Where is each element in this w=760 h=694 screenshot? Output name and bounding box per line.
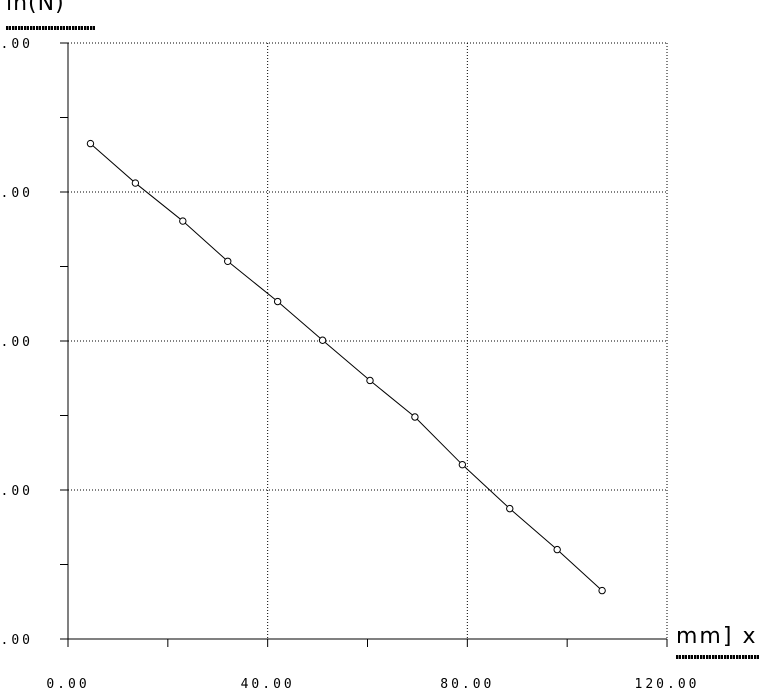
data-point bbox=[411, 413, 419, 421]
x-tick-label: 80.00 bbox=[440, 677, 494, 692]
y-tick-label: 4.00 bbox=[0, 335, 33, 350]
x-tick-label: 120.00 bbox=[635, 677, 700, 692]
y-tick-label: 2.00 bbox=[0, 484, 33, 499]
x-tick-label: 0.00 bbox=[46, 677, 89, 692]
data-point bbox=[86, 139, 95, 148]
data-point bbox=[553, 545, 561, 554]
data-point bbox=[224, 257, 232, 265]
data-point bbox=[506, 504, 514, 513]
y-axis-title: ln(N) bbox=[6, 0, 65, 16]
data-point bbox=[598, 586, 606, 595]
data-point bbox=[131, 179, 140, 187]
y-tick-label: 0.00 bbox=[0, 633, 33, 648]
x-axis-title: mm] x bbox=[676, 624, 758, 649]
x-axis-title-underline bbox=[676, 655, 760, 659]
data-point bbox=[318, 336, 327, 344]
data-point bbox=[179, 217, 187, 225]
y-axis-title-underline bbox=[6, 26, 96, 30]
data-point bbox=[273, 297, 282, 306]
data-point bbox=[458, 460, 467, 469]
y-tick-label: 8.00 bbox=[0, 37, 33, 52]
y-tick-label: 6.00 bbox=[0, 186, 33, 201]
series-line bbox=[90, 143, 603, 591]
data-point bbox=[366, 376, 374, 385]
x-tick-label: 40.00 bbox=[241, 677, 295, 692]
